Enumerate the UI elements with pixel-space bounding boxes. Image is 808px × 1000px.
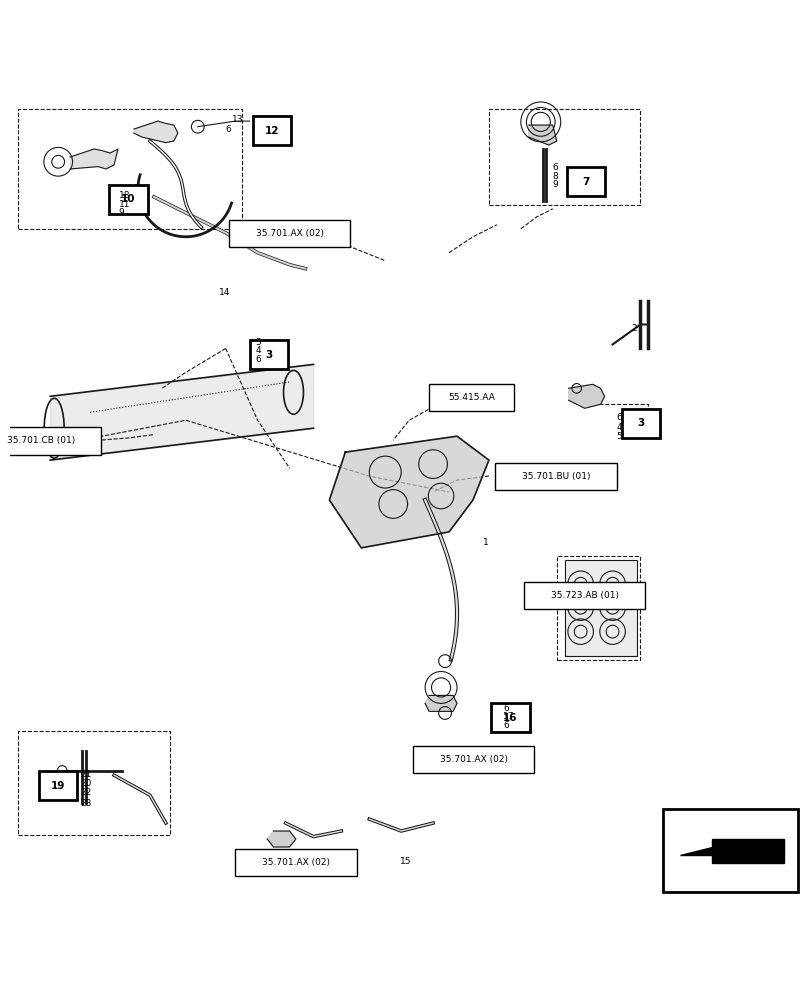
Text: 12: 12 <box>265 126 280 136</box>
FancyBboxPatch shape <box>235 849 356 876</box>
Polygon shape <box>569 384 604 408</box>
Text: 35.701.AX (02): 35.701.AX (02) <box>440 755 507 764</box>
Text: 2: 2 <box>631 324 637 333</box>
FancyBboxPatch shape <box>250 340 288 369</box>
Text: 4: 4 <box>255 346 261 355</box>
FancyBboxPatch shape <box>663 809 797 892</box>
Text: 15: 15 <box>400 857 411 866</box>
FancyBboxPatch shape <box>413 746 534 773</box>
FancyBboxPatch shape <box>429 384 514 411</box>
FancyBboxPatch shape <box>109 185 148 214</box>
Text: 21: 21 <box>81 770 92 779</box>
Text: 8: 8 <box>553 172 558 181</box>
Polygon shape <box>330 436 489 548</box>
Text: 10: 10 <box>121 194 136 204</box>
Text: 1: 1 <box>483 538 489 547</box>
Text: 13: 13 <box>232 115 243 124</box>
Text: 3: 3 <box>638 418 645 428</box>
Text: 6: 6 <box>503 704 509 713</box>
Text: 6: 6 <box>617 413 622 422</box>
FancyBboxPatch shape <box>0 427 101 455</box>
Text: 35.701.AX (02): 35.701.AX (02) <box>255 229 323 238</box>
Text: 3: 3 <box>265 350 272 360</box>
FancyBboxPatch shape <box>253 116 291 145</box>
FancyBboxPatch shape <box>622 409 660 438</box>
Text: 23: 23 <box>81 799 92 808</box>
FancyBboxPatch shape <box>491 703 529 732</box>
Text: 35.701.AX (02): 35.701.AX (02) <box>262 858 330 867</box>
Text: 17: 17 <box>503 712 515 721</box>
Polygon shape <box>565 560 637 656</box>
FancyBboxPatch shape <box>229 220 350 247</box>
Polygon shape <box>134 121 178 143</box>
Text: 5: 5 <box>255 338 261 347</box>
Text: 7: 7 <box>583 177 590 187</box>
Text: 14: 14 <box>219 288 231 297</box>
FancyBboxPatch shape <box>39 771 78 800</box>
Polygon shape <box>680 839 784 863</box>
FancyBboxPatch shape <box>524 582 646 609</box>
Text: 5: 5 <box>617 432 622 441</box>
Text: 6: 6 <box>553 163 558 172</box>
Polygon shape <box>70 149 118 169</box>
Text: 22: 22 <box>81 788 92 797</box>
FancyBboxPatch shape <box>567 167 605 196</box>
Text: 35.723.AB (01): 35.723.AB (01) <box>551 591 619 600</box>
Text: 16: 16 <box>503 713 518 723</box>
Text: 55.415.AA: 55.415.AA <box>448 393 494 402</box>
Text: 6: 6 <box>255 355 261 364</box>
Text: 6: 6 <box>225 125 231 134</box>
Polygon shape <box>267 831 296 847</box>
Text: 6: 6 <box>503 721 509 730</box>
Polygon shape <box>528 125 557 145</box>
Text: 35.701.CB (01): 35.701.CB (01) <box>6 436 75 445</box>
Text: 18: 18 <box>119 191 130 200</box>
Text: 35.701.BU (01): 35.701.BU (01) <box>522 472 590 481</box>
Polygon shape <box>425 695 457 711</box>
Text: 4: 4 <box>617 423 622 432</box>
Text: 11: 11 <box>119 200 130 209</box>
FancyBboxPatch shape <box>495 463 617 490</box>
Text: 9: 9 <box>119 208 124 217</box>
Text: 9: 9 <box>553 180 558 189</box>
Text: 19: 19 <box>51 781 65 791</box>
Text: 20: 20 <box>81 779 92 788</box>
